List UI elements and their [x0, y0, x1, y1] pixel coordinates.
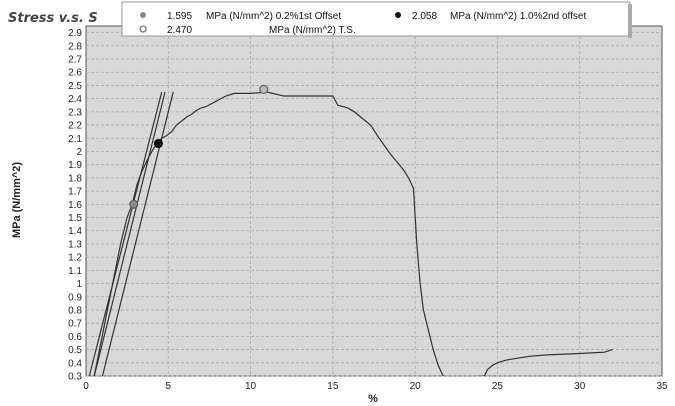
legend-marker-black-dot — [395, 12, 401, 18]
y-tick-label: 1.1 — [68, 266, 82, 277]
chart-title: Stress v.s. S — [8, 11, 98, 26]
legend-box — [121, 1, 631, 37]
stress-curve-line — [93, 91, 613, 376]
legend: 1.595 MPa (N/mm^2) 0.2%1st Offset 2.058 … — [121, 1, 632, 38]
marker-open-circle — [259, 84, 269, 95]
y-tick-label: 1.2 — [68, 253, 82, 264]
y-tick-label: 0.6 — [68, 332, 82, 343]
y-tick-label: 2.6 — [68, 68, 82, 79]
y-tick-label: 0.7 — [68, 319, 82, 330]
offset-line-0 — [88, 91, 163, 376]
y-tick-label: 2.7 — [68, 55, 82, 66]
legend-value-2: 2.470 — [167, 25, 192, 36]
x-tick-label: 30 — [574, 381, 586, 392]
y-axis-label: MPa (N/mm^2) — [11, 162, 23, 238]
x-axis-label: % — [368, 393, 378, 405]
y-tick-label: 1.7 — [68, 187, 82, 198]
y-tick-label: 2.5 — [68, 81, 82, 92]
legend-value-1: 2.058 — [412, 11, 437, 22]
legend-marker-open-circle — [139, 25, 147, 33]
y-tick-label: 1.3 — [68, 239, 82, 250]
legend-marker-gray-dot — [140, 12, 146, 18]
y-tick-label: 2.8 — [68, 41, 82, 52]
x-tick-label: 5 — [166, 381, 172, 392]
x-tick-label: 10 — [245, 381, 257, 392]
plot-area — [85, 25, 663, 377]
y-tick-label: 2.3 — [68, 107, 82, 118]
offset-line-1 — [93, 91, 166, 376]
x-tick-label: 35 — [656, 381, 668, 392]
y-tick-label: 2 — [76, 147, 82, 158]
y-axis-ticks: 0.3 0.4 0.5 0.6 0.7 0.8 0.9 1 1.1 1.2 1.3 1.4 1.5 1.6… — [68, 28, 82, 382]
y-tick-label: 1.9 — [68, 160, 82, 171]
marker-gray-dot — [129, 199, 139, 209]
y-tick-label: 1.8 — [68, 173, 82, 184]
x-tick-label: 25 — [492, 381, 504, 392]
legend-value-0: 1.595 — [167, 11, 192, 22]
y-tick-label: 2.1 — [68, 134, 82, 145]
y-tick-label: 1.6 — [68, 200, 82, 211]
y-tick-label: 0.9 — [68, 292, 82, 303]
x-tick-label: 15 — [327, 381, 339, 392]
y-tick-label: 1.5 — [68, 213, 82, 224]
x-tick-label: 20 — [410, 381, 422, 392]
legend-shadow — [628, 4, 632, 38]
y-tick-label: 0.3 — [68, 372, 82, 383]
x-tick-label: 0 — [83, 381, 89, 392]
series-group — [93, 91, 613, 376]
y-tick-label: 0.4 — [68, 358, 82, 369]
legend-text-1: MPa (N/mm^2) 1.0%2nd offset — [450, 11, 586, 22]
y-tick-label: 1 — [76, 279, 82, 290]
legend-text-0: MPa (N/mm^2) 0.2%1st Offset — [206, 11, 341, 22]
y-tick-label: 2.4 — [68, 94, 82, 105]
marker-black-dot — [153, 139, 163, 149]
legend-text-2: MPa (N/mm^2) T.S. — [269, 25, 356, 36]
y-tick-label: 0.8 — [68, 305, 82, 316]
markers-group — [129, 84, 269, 209]
x-axis-ticks: 0 5 10 15 20 25 30 35 — [83, 381, 668, 392]
y-tick-label: 2.2 — [68, 121, 82, 132]
y-tick-label: 1.4 — [68, 226, 82, 237]
y-tick-label: 0.5 — [68, 345, 82, 356]
y-tick-label: 2.9 — [68, 28, 82, 39]
